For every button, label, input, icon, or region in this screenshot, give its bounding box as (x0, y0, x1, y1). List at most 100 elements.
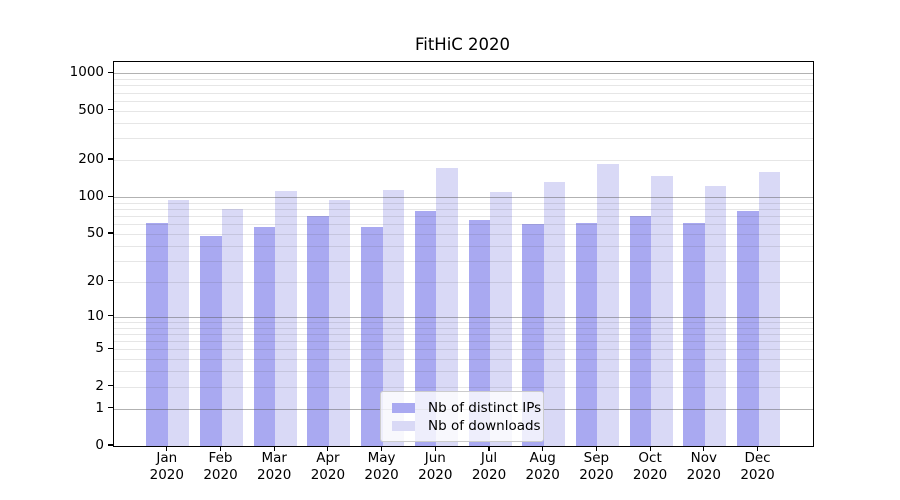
x-axis-label: May 2020 (350, 450, 414, 483)
gridline-minor (114, 349, 813, 351)
gridline-minor (114, 327, 813, 329)
bar-downloads (382, 189, 405, 446)
gridline-minor (114, 233, 813, 235)
x-tick-mark (327, 446, 329, 452)
y-axis-tick-labels: 0 1 2 5 10 20 50 100 200 500 1000 (0, 61, 104, 453)
bar-downloads (543, 181, 566, 446)
bar-distinct-ips (737, 211, 759, 446)
y-tick-label: 20 (86, 272, 104, 289)
gridline-minor (114, 321, 813, 323)
gridline-minor (114, 359, 813, 361)
x-label-month: Dec (744, 450, 771, 466)
legend-label-distinct-ips: Nb of distinct IPs (428, 400, 542, 416)
x-label-month: Mar (261, 450, 287, 466)
x-axis-label: Oct 2020 (618, 450, 682, 483)
x-tick-mark (595, 446, 597, 452)
x-label-month: Feb (208, 450, 233, 466)
legend-row-downloads: Nb of downloads (389, 417, 541, 435)
gridline-minor (114, 160, 813, 162)
bar-downloads (758, 172, 780, 446)
x-label-year: 2020 (686, 466, 721, 483)
gridline-minor (114, 209, 813, 211)
x-label-month: Aug (529, 450, 556, 466)
bar-downloads (704, 186, 727, 446)
x-label-month: Jun (424, 450, 446, 466)
x-label-year: 2020 (525, 466, 560, 483)
x-axis-label: Mar 2020 (242, 450, 306, 483)
y-tick-mark (107, 347, 113, 349)
y-tick-label: 2 (95, 377, 104, 394)
y-tick-mark (107, 195, 113, 197)
x-label-month: Sep (583, 450, 610, 466)
y-tick-mark (107, 407, 113, 409)
bar-distinct-ips (200, 236, 222, 446)
chart-title: FitHiC 2020 (414, 35, 511, 54)
bar-downloads (490, 192, 512, 446)
gridline-minor (114, 216, 813, 218)
bar-downloads (436, 168, 458, 446)
x-label-year: 2020 (632, 466, 668, 483)
bar-downloads (651, 176, 673, 446)
y-tick-label: 0 (95, 437, 104, 453)
x-tick-mark (273, 446, 275, 452)
x-axis-label: Feb 2020 (189, 450, 253, 483)
x-label-month: Apr (316, 450, 340, 466)
legend-label-downloads: Nb of downloads (428, 418, 541, 434)
bar-downloads (328, 199, 351, 446)
bar-downloads (167, 199, 190, 446)
x-tick-mark (542, 446, 544, 452)
legend-swatch-distinct-ips (392, 402, 415, 414)
gridline-major (114, 316, 813, 318)
x-tick-mark (488, 446, 490, 452)
x-label-month: Jul (480, 450, 498, 466)
y-tick-mark (107, 109, 113, 111)
x-label-year: 2020 (364, 466, 399, 483)
y-tick-label: 10 (86, 307, 104, 324)
gridline-minor (114, 224, 813, 226)
y-tick-mark (107, 71, 113, 74)
x-tick-mark (381, 446, 383, 452)
y-tick-mark (107, 232, 113, 234)
legend-swatch-downloads (392, 420, 415, 432)
y-tick-label: 50 (86, 224, 104, 241)
x-label-year: 2020 (149, 466, 184, 483)
x-axis-label: Nov 2020 (672, 450, 736, 483)
bar-downloads (597, 164, 619, 446)
y-tick-label: 500 (78, 101, 104, 118)
y-tick-label: 1000 (69, 64, 104, 81)
legend-row-distinct-ips: Nb of distinct IPs (389, 399, 541, 417)
y-tick-mark (107, 444, 113, 446)
x-tick-mark (649, 446, 651, 452)
x-axis-label: Apr 2020 (296, 450, 360, 483)
x-tick-mark (434, 446, 436, 452)
gridline-minor (114, 110, 813, 112)
x-tick-mark (703, 446, 705, 452)
gridline-minor (114, 386, 813, 388)
gridline-minor (114, 100, 813, 102)
x-label-year: 2020 (310, 466, 346, 483)
gridline-minor (114, 92, 813, 94)
bar-distinct-ips (146, 223, 168, 446)
x-label-month: Jan (156, 450, 178, 466)
bar-downloads (275, 191, 297, 446)
bar-downloads (221, 209, 243, 446)
x-label-year: 2020 (579, 466, 614, 483)
x-tick-mark (166, 446, 168, 452)
x-axis-label: Dec 2020 (726, 450, 790, 483)
x-label-year: 2020 (257, 466, 292, 483)
gridline-major (114, 73, 813, 75)
bar-distinct-ips (468, 220, 490, 446)
x-label-year: 2020 (471, 466, 507, 483)
gridline-minor (114, 79, 813, 81)
x-axis-label: Jan 2020 (135, 450, 199, 483)
gridline-minor (114, 341, 813, 343)
x-axis-label: Aug 2020 (511, 450, 575, 483)
bar-distinct-ips (522, 224, 544, 446)
gridline-minor (114, 245, 813, 247)
plot-area (113, 61, 814, 447)
bar-distinct-ips (307, 216, 329, 446)
bar-distinct-ips (575, 223, 598, 446)
bar-distinct-ips (629, 216, 652, 446)
gridline-minor (114, 371, 813, 373)
